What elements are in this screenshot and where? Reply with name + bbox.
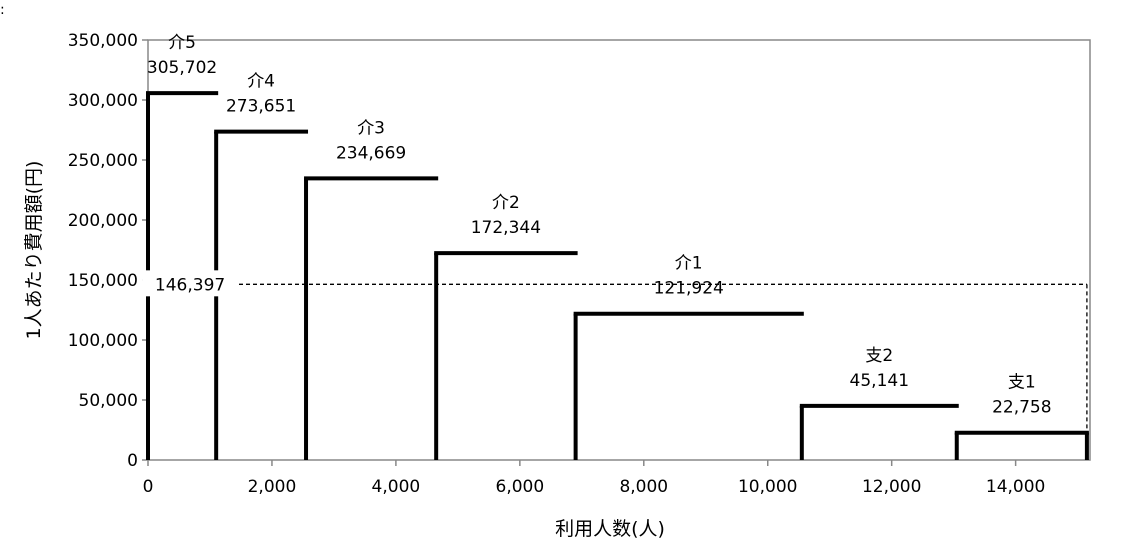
x-axis-title: 利用人数(人) — [555, 518, 665, 540]
value-label: 121,924 — [654, 279, 724, 299]
x-tick-label: 10,000 — [738, 477, 797, 497]
y-tick-label: 100,000 — [68, 331, 138, 351]
x-tick-label: 0 — [143, 477, 154, 497]
value-label: 45,141 — [850, 371, 909, 391]
category-label: 介2 — [492, 193, 520, 213]
value-label: 305,702 — [147, 58, 217, 78]
x-tick-label: 8,000 — [619, 477, 668, 497]
x-tick-label: 2,000 — [248, 477, 297, 497]
x-tick-label: 4,000 — [372, 477, 421, 497]
value-label: 273,651 — [226, 97, 296, 117]
y-tick-label: 300,000 — [68, 91, 138, 111]
category-label: 支1 — [1008, 373, 1036, 393]
y-tick-label: 350,000 — [68, 31, 138, 51]
category-label: 介5 — [168, 33, 196, 53]
value-label: 234,669 — [336, 143, 406, 163]
average-label-bg — [142, 270, 239, 297]
x-tick-label: 14,000 — [986, 477, 1045, 497]
value-label: 22,758 — [992, 398, 1051, 418]
y-tick-label: 200,000 — [68, 211, 138, 231]
average-label: 146,397 — [155, 275, 225, 295]
y-tick-label: 50,000 — [79, 391, 138, 411]
x-tick-label: 12,000 — [862, 477, 921, 497]
category-label: 介4 — [247, 72, 275, 92]
corner-mark: : — [0, 2, 5, 18]
y-axis-title: 1人あたり費用額(円) — [23, 161, 45, 340]
x-tick-label: 6,000 — [496, 477, 545, 497]
category-label: 支2 — [865, 346, 893, 366]
category-label: 介3 — [357, 118, 385, 138]
value-label: 172,344 — [471, 218, 541, 238]
y-tick-label: 0 — [127, 451, 138, 471]
y-tick-label: 150,000 — [68, 271, 138, 291]
y-tick-label: 250,000 — [68, 151, 138, 171]
category-label: 介1 — [675, 254, 703, 274]
